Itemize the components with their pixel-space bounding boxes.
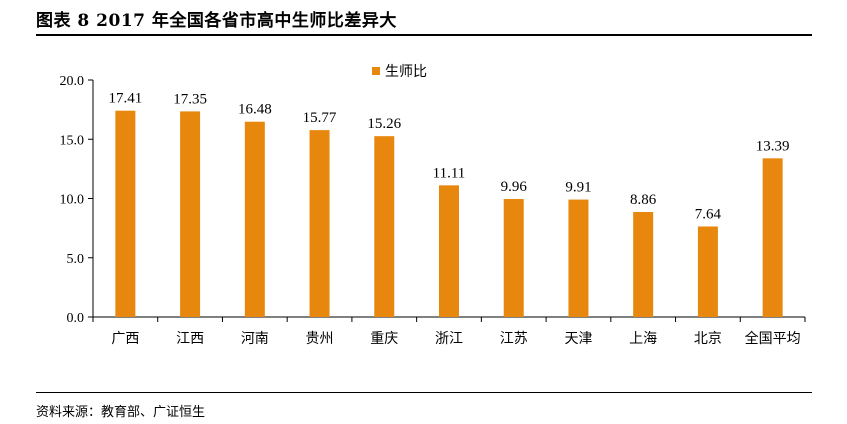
plot-area: 0.0 5.0 10.0 15.0 20.0 17.41 广西 17.35 江西 16.48 河南 1… <box>60 64 806 347</box>
x-tick-label: 贵州 <box>306 331 334 347</box>
bar <box>762 158 783 317</box>
x-tick-label: 河南 <box>241 331 269 347</box>
source-note: 资料来源：教育部、广证恒生 <box>36 405 206 420</box>
bar <box>633 212 654 317</box>
bar <box>309 130 330 317</box>
x-tick-label: 天津 <box>564 331 592 347</box>
bar <box>697 226 718 317</box>
data-label: 11.11 <box>433 165 466 181</box>
bar <box>568 199 589 317</box>
data-label: 8.86 <box>630 192 657 208</box>
x-tick-label: 北京 <box>694 331 722 347</box>
data-label: 7.64 <box>695 206 722 222</box>
data-label: 9.96 <box>501 179 528 195</box>
data-label: 15.77 <box>303 110 337 126</box>
bar <box>374 136 395 317</box>
x-tick-label: 江西 <box>176 331 204 347</box>
figure-title: 图表 8 2017 年全国各省市高中生师比差异大 <box>36 11 397 31</box>
y-tick-label: 0.0 <box>67 311 85 326</box>
data-label: 9.91 <box>565 180 591 196</box>
bar-chart: 0.0 5.0 10.0 15.0 20.0 17.41 广西 17.35 江西 16.48 河南 1… <box>60 64 806 347</box>
x-tick-label: 江苏 <box>500 331 528 347</box>
x-tick-label: 广西 <box>111 331 139 347</box>
data-label: 15.26 <box>367 116 401 132</box>
legend-label: 生师比 <box>385 64 427 80</box>
legend-swatch <box>372 67 380 75</box>
source-rule <box>36 392 812 393</box>
title-rule <box>36 34 812 36</box>
bar <box>503 198 524 317</box>
x-tick-label: 全国平均 <box>745 330 801 347</box>
x-tick-label: 上海 <box>629 331 657 347</box>
y-tick-label: 15.0 <box>60 133 85 148</box>
data-label: 17.41 <box>108 91 142 107</box>
x-tick-label: 重庆 <box>370 331 398 347</box>
y-tick-label: 20.0 <box>60 74 85 89</box>
x-tick-label: 浙江 <box>435 331 463 347</box>
data-label: 16.48 <box>238 102 272 118</box>
data-label: 13.39 <box>756 138 790 154</box>
y-tick-label: 5.0 <box>67 252 85 267</box>
y-tick-label: 10.0 <box>60 193 85 208</box>
bar <box>244 121 265 317</box>
bar <box>439 185 459 317</box>
bar <box>180 111 201 317</box>
bar <box>115 110 136 317</box>
data-label: 17.35 <box>173 91 207 107</box>
